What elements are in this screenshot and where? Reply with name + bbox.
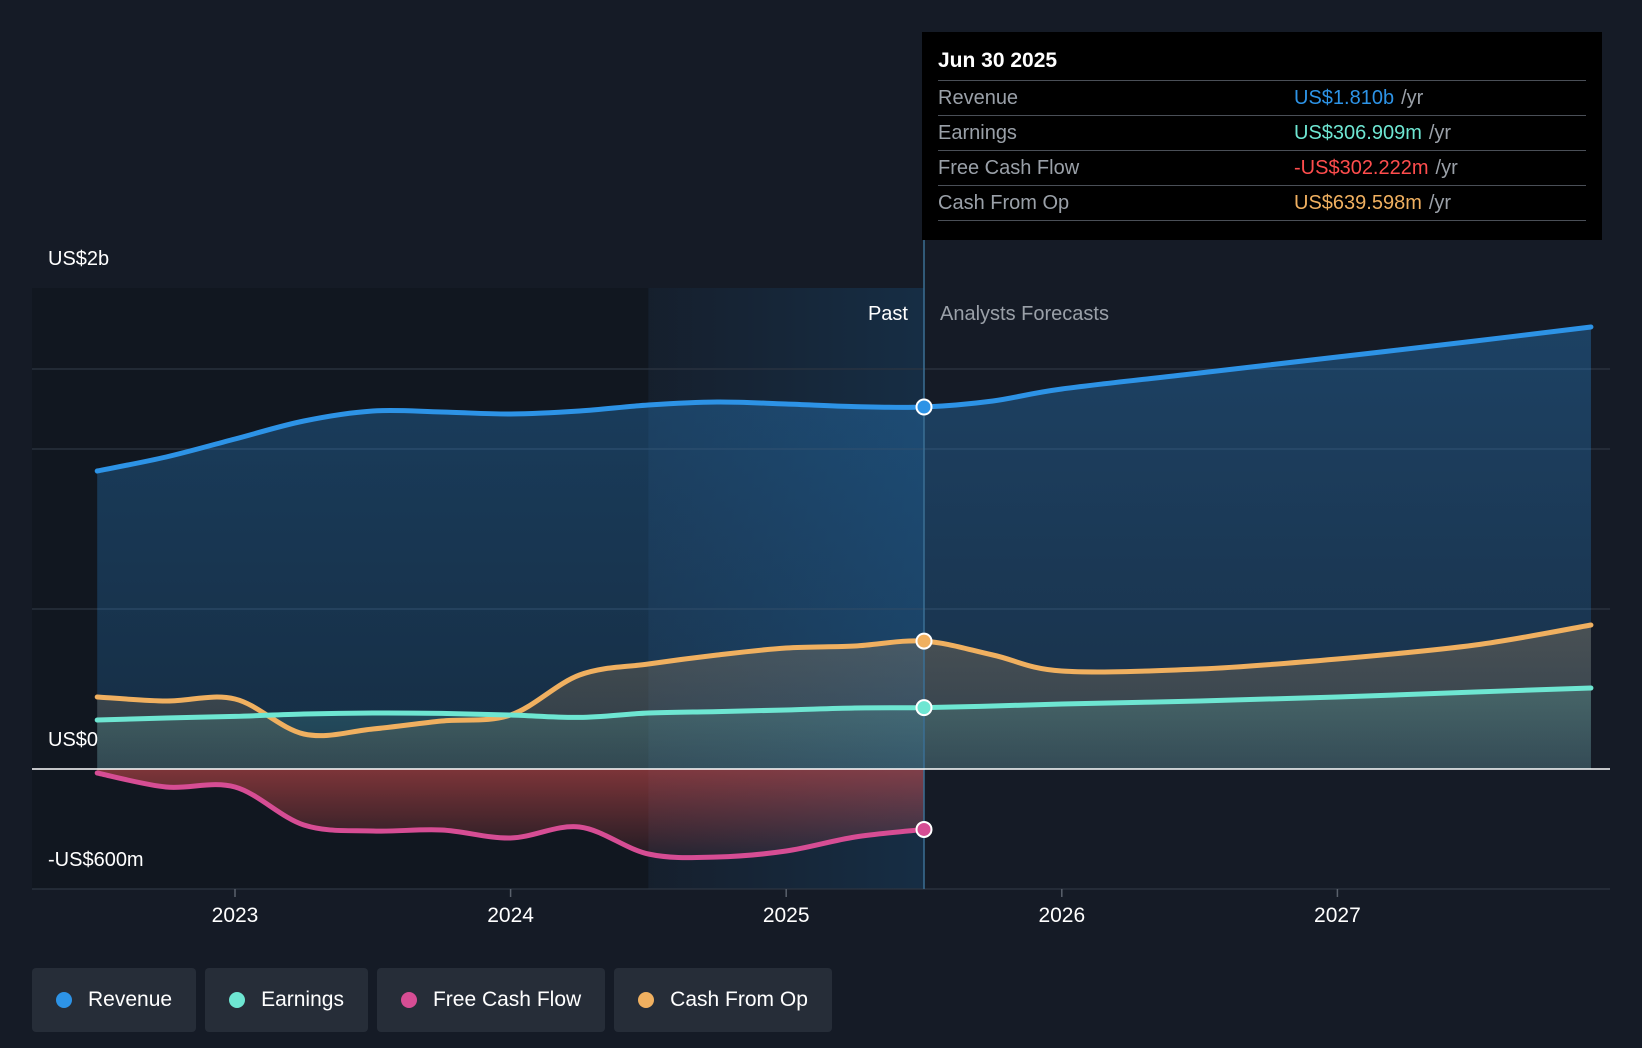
earnings-area xyxy=(97,688,1591,769)
axis-labels: US$2b US$0 -US$600m 2023 2024 2025 2026 2027 xyxy=(48,248,1361,927)
tooltip-row-label: Revenue xyxy=(938,87,1019,109)
past-label: Past xyxy=(868,303,908,325)
free-cash-flow-area xyxy=(97,769,924,858)
legend-item-earnings[interactable]: Earnings xyxy=(205,968,368,1032)
tooltip-row-label: Cash From Op xyxy=(938,192,1070,214)
legend-dot-icon xyxy=(400,992,417,1008)
series-markers xyxy=(915,398,933,838)
tooltip-row-label: Earnings xyxy=(938,122,1017,144)
tooltip-row-unit: /yr xyxy=(1435,157,1458,179)
legend-label: Earnings xyxy=(261,988,344,1011)
tooltip-row-value: -US$302.222m xyxy=(1294,157,1429,179)
legend: Revenue Earnings Free Cash Flow Cash From O… xyxy=(32,968,832,1032)
earnings-marker[interactable] xyxy=(915,699,933,717)
tooltip-row: Cash From Op US$639.598m/yr xyxy=(938,185,1586,221)
free-cash-flow-marker[interactable] xyxy=(915,820,933,838)
x-tick-label: 2023 xyxy=(212,904,259,927)
tooltip-row-label: Free Cash Flow xyxy=(938,157,1080,179)
revenue-area xyxy=(97,327,1591,769)
revenue-marker[interactable] xyxy=(915,398,933,416)
x-tick-label: 2025 xyxy=(763,904,810,927)
tooltip-row: Earnings US$306.909m/yr xyxy=(938,115,1586,150)
series-areas xyxy=(97,327,1591,858)
legend-label: Cash From Op xyxy=(670,988,808,1011)
x-tick-label: 2026 xyxy=(1038,904,1085,927)
tooltip-row-value: US$306.909m xyxy=(1294,122,1422,144)
legend-label: Free Cash Flow xyxy=(432,988,582,1011)
cash-from-op-marker[interactable] xyxy=(915,632,933,650)
legend-item-cash-from-op[interactable]: Cash From Op xyxy=(614,968,832,1032)
tooltip-row-unit: /yr xyxy=(1428,192,1452,214)
tooltip-row: Revenue US$1.810b/yr xyxy=(938,80,1586,115)
tooltip-rows: Revenue US$1.810b/yr Earnings US$306.909m/y… xyxy=(938,80,1586,221)
legend-dot-icon xyxy=(56,992,72,1008)
y-tick-label: -US$600m xyxy=(48,849,144,871)
forecast-label: Analysts Forecasts xyxy=(940,303,1109,325)
x-tick-label: 2024 xyxy=(487,904,534,927)
revenue-line xyxy=(94,324,1594,474)
tooltip-row: Free Cash Flow -US$302.222m/yr xyxy=(938,150,1586,185)
tooltip-row-unit: /yr xyxy=(1401,87,1424,109)
legend-dot-icon xyxy=(229,992,246,1008)
legend-item-revenue[interactable]: Revenue xyxy=(32,968,197,1032)
y-tick-label: US$0 xyxy=(48,729,98,751)
tooltip-row-unit: /yr xyxy=(1428,122,1452,144)
y-tick-label: US$2b xyxy=(48,248,109,270)
tooltip-row-value: US$639.598m xyxy=(1294,192,1422,214)
series-lines xyxy=(94,324,1594,861)
hover-tooltip: Jun 30 2025 Revenue US$1.810b/yr Earnings U… xyxy=(922,32,1602,240)
legend-label: Revenue xyxy=(88,988,173,1011)
tooltip-row-value: US$1.810b xyxy=(1294,87,1395,109)
earnings-line xyxy=(94,685,1594,723)
x-tick-label: 2027 xyxy=(1314,904,1361,927)
legend-item-free-cash-flow[interactable]: Free Cash Flow xyxy=(376,968,606,1032)
legend-dot-icon xyxy=(638,992,655,1008)
cash-from-op-line xyxy=(94,622,1594,739)
tooltip-date: Jun 30 2025 xyxy=(938,49,1058,72)
